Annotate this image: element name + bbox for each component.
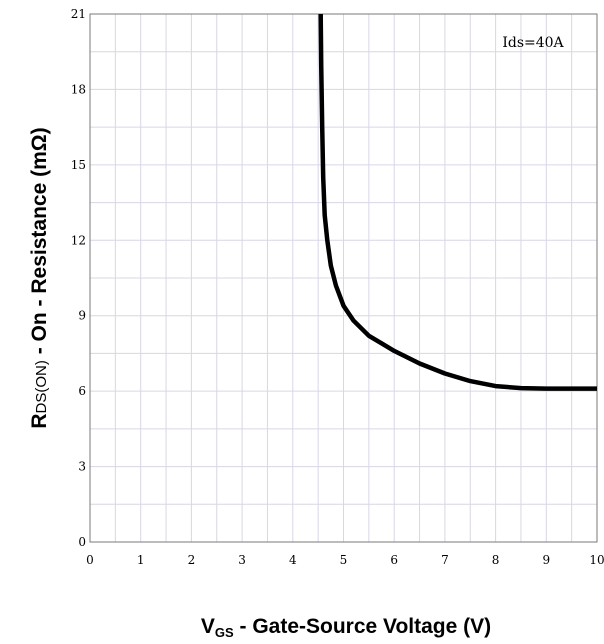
x-axis-title: VGS - Gate-Source Voltage (V) <box>201 615 491 640</box>
y-tick-label: 0 <box>78 535 86 549</box>
series-group <box>318 13 597 391</box>
x-tick-label: 2 <box>188 553 196 567</box>
y-tick-label: 6 <box>78 384 86 398</box>
x-axis-title-sub: GS <box>215 625 234 640</box>
x-tick-label: 6 <box>390 553 398 567</box>
x-tick-label: 10 <box>589 553 604 567</box>
x-axis-title-main: V <box>201 615 215 638</box>
y-tick-label: 3 <box>78 460 86 474</box>
y-axis-title-rest: - On - Resistance (mΩ) <box>28 127 51 360</box>
y-tick-labels: 0 3 6 9 12 15 18 21 <box>71 7 86 549</box>
annotation-ids: Ids=40A <box>502 35 564 51</box>
y-tick-label: 9 <box>78 309 86 323</box>
x-tick-label: 7 <box>441 553 449 567</box>
plot-frame <box>89 13 598 543</box>
y-axis-title: RDS(ON) - On - Resistance (mΩ) <box>28 127 51 428</box>
x-tick-label: 0 <box>86 553 94 567</box>
x-tick-label: 9 <box>542 553 550 567</box>
x-tick-label: 8 <box>492 553 500 567</box>
y-tick-label: 21 <box>71 7 86 21</box>
x-axis-title-rest: - Gate-Source Voltage (V) <box>234 615 492 638</box>
x-tick-label: 3 <box>238 553 246 567</box>
x-tick-label: 1 <box>137 553 145 567</box>
y-tick-label: 15 <box>71 158 86 172</box>
y-tick-label: 12 <box>71 233 86 247</box>
y-tick-label: 18 <box>71 82 86 96</box>
y-axis-title-main: R <box>28 413 51 428</box>
x-tick-label: 4 <box>289 553 297 567</box>
y-axis-title-sub: DS(ON) <box>33 360 50 413</box>
grid <box>89 13 598 543</box>
x-tick-labels: 0 1 2 3 4 5 6 7 8 9 10 <box>86 553 604 567</box>
series-line <box>318 13 597 391</box>
x-tick-label: 5 <box>340 553 348 567</box>
